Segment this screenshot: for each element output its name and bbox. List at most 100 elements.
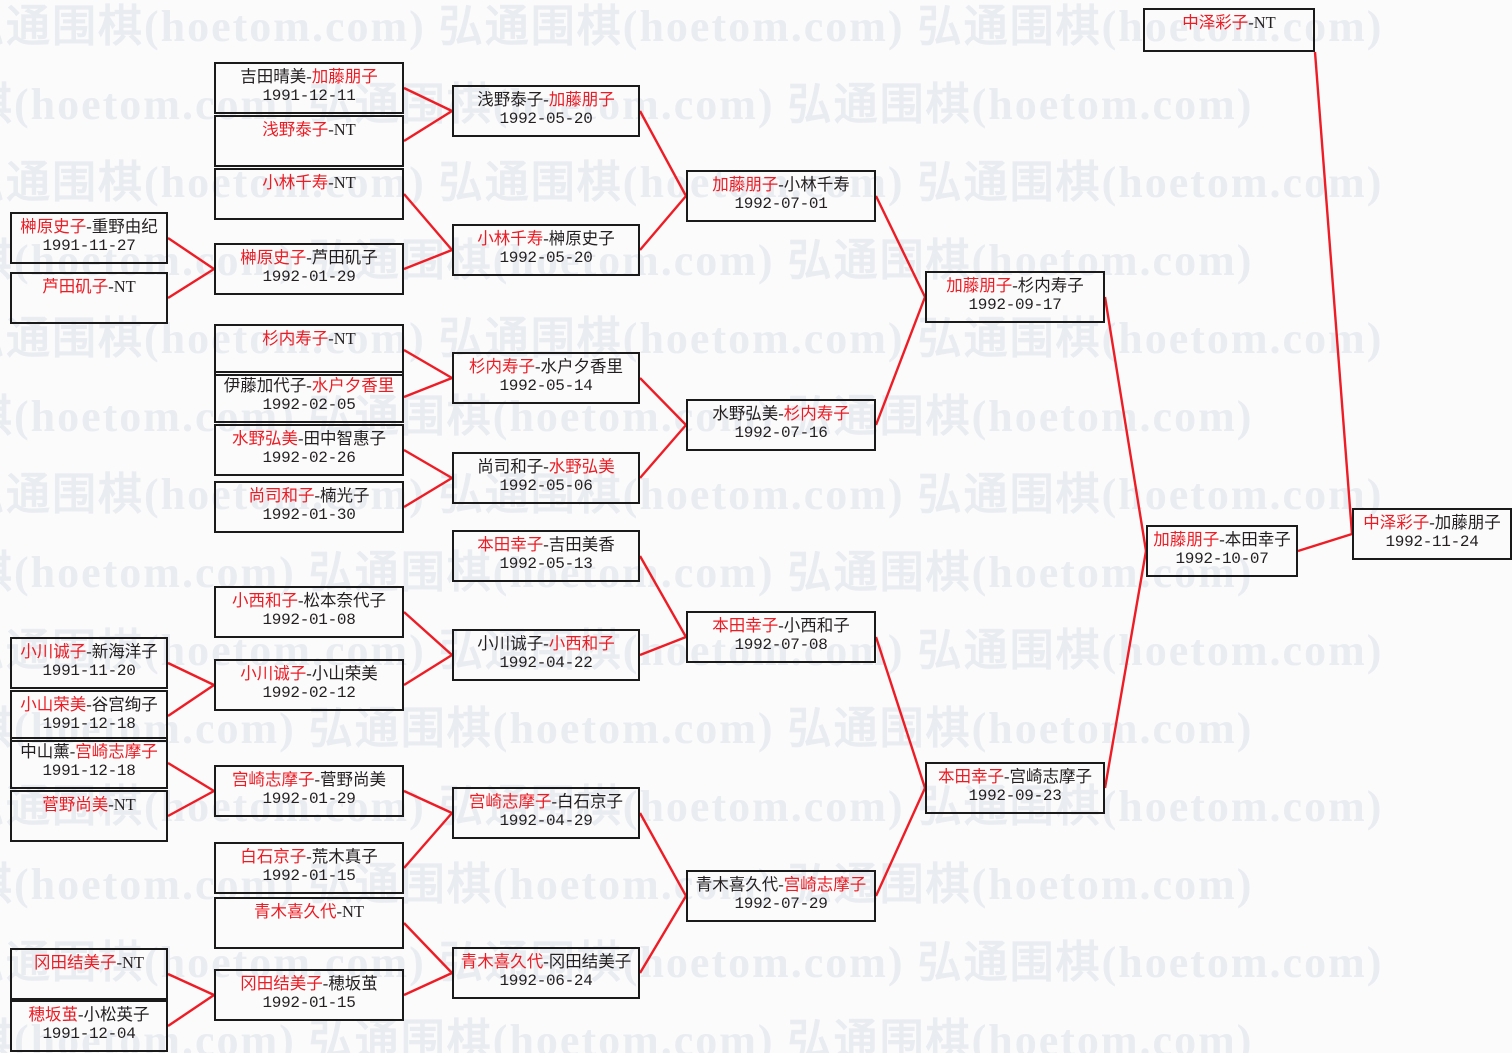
player-one-name: 穂坂茧 [28,1005,79,1024]
match-box[interactable]: 冈田结美子-NT [10,948,168,1000]
match-players: 加藤朋子-本田幸子 [1153,530,1291,550]
player-separator: - [543,634,549,653]
match-date: 1992-01-15 [262,867,356,885]
match-box[interactable]: 宫崎志摩子-白石京子 1992-04-29 [452,787,640,839]
match-players: 杉内寿子-NT [262,329,356,349]
match-date: 1992-07-08 [734,636,828,654]
match-box[interactable]: 青木喜久代-宫崎志摩子 1992-07-29 [686,870,876,922]
match-players: 宫崎志摩子-白石京子 [469,792,623,812]
player-two-name: 小西和子 [548,634,615,653]
match-box[interactable]: 青木喜久代-NT [214,897,404,949]
match-players: 芦田矶子-NT [42,277,136,297]
match-box[interactable]: 小西和子-松本奈代子 1992-01-08 [214,586,404,638]
player-separator: - [306,67,312,86]
match-players: 中山薰-宫崎志摩子 [20,742,158,762]
player-separator: - [1012,276,1018,295]
match-date: 1992-02-26 [262,449,356,467]
match-box[interactable]: 浅野泰子-加藤朋子 1992-05-20 [452,85,640,137]
match-box[interactable]: 杉内寿子-水户夕香里 1992-05-14 [452,352,640,404]
match-box[interactable]: 青木喜久代-冈田结美子 1992-06-24 [452,947,640,999]
match-box[interactable]: 加藤朋子-杉内寿子 1992-09-17 [925,271,1105,323]
match-box[interactable]: 榊原史子-芦田矶子 1992-01-29 [214,243,404,295]
player-two-name: 芦田矶子 [311,248,378,267]
match-box[interactable]: 水野弘美-杉内寿子 1992-07-16 [686,399,876,451]
match-date: 1991-11-27 [42,237,136,255]
match-box[interactable]: 小川诚子-新海洋子 1991-11-20 [10,637,168,689]
player-separator: - [306,376,312,395]
player-separator: - [328,120,334,139]
player-separator: - [543,90,549,109]
player-one-name: 小川诚子 [20,642,87,661]
match-box[interactable]: 浅野泰子-NT [214,115,404,167]
player-separator: - [1248,13,1254,32]
match-date: 1992-11-24 [1385,533,1479,551]
match-box[interactable]: 本田幸子-吉田美香 1992-05-13 [452,530,640,582]
player-separator: - [535,357,541,376]
match-box[interactable]: 冈田结美子-穂坂茧 1992-01-15 [214,969,404,1021]
match-box[interactable]: 小川诚子-小西和子 1992-04-22 [452,629,640,681]
match-box[interactable]: 尚司和子-水野弘美 1992-05-06 [452,452,640,504]
match-box[interactable]: 中泽彩子-NT [1143,8,1315,52]
match-players: 加藤朋子-小林千寿 [712,175,850,195]
match-box[interactable]: 小川诚子-小山荣美 1992-02-12 [214,659,404,711]
bracket-connector-line [403,611,453,656]
player-one-name: 青木喜久代 [460,952,544,971]
match-box[interactable]: 榊原史子-重野由纪 1991-11-27 [10,212,168,264]
match-players: 本田幸子-吉田美香 [477,535,615,555]
match-box[interactable]: 芦田矶子-NT [10,272,168,324]
bracket-connector-line [403,348,453,380]
player-two-name: 宫崎志摩子 [75,742,158,761]
match-box[interactable]: 穂坂茧-小松英子 1991-12-04 [10,1000,168,1052]
bracket-connector-line [403,812,453,869]
match-box[interactable]: 中山薰-宫崎志摩子 1991-12-18 [10,737,168,789]
match-box[interactable]: 白石京子-荒木真子 1992-01-15 [214,842,404,894]
match-date: 1992-04-22 [499,654,593,672]
match-box[interactable]: 伊藤加代子-水户夕香里 1992-02-05 [214,371,404,423]
match-box[interactable]: 小林千寿-榊原史子 1992-05-20 [452,224,640,276]
player-separator: - [314,770,321,789]
bracket-connector-line [874,195,927,298]
bracket-connector-line [1103,296,1148,552]
player-two-name: 田中智惠子 [303,429,387,448]
player-two-name: 本田幸子 [1224,530,1291,549]
player-one-name: 浅野泰子 [262,120,329,139]
player-one-name: 冈田结美子 [240,974,323,993]
match-players: 中泽彩子-加藤朋子 [1363,513,1501,533]
match-box[interactable]: 本田幸子-小西和子 1992-07-08 [686,611,876,663]
player-one-name: 榊原史子 [20,217,87,236]
match-box[interactable]: 尚司和子-楠光子 1992-01-30 [214,481,404,533]
match-box[interactable]: 菅野尚美-NT [10,790,168,842]
player-separator: - [306,664,312,683]
match-box[interactable]: 宫崎志摩子-菅野尚美 1992-01-29 [214,765,404,817]
bracket-connector-line [403,653,453,687]
player-two-name: 小松英子 [83,1005,150,1024]
match-players: 水野弘美-田中智惠子 [232,429,386,449]
player-one-name: 本田幸子 [712,616,779,635]
match-box[interactable]: 吉田晴美-加藤朋子 1991-12-11 [214,62,404,114]
bracket-connector-line [1103,550,1148,789]
match-box[interactable]: 本田幸子-宫崎志摩子 1992-09-23 [925,762,1105,814]
bracket-connector-line [167,789,215,818]
bracket-connector-line [639,635,687,657]
player-one-name: 榊原史子 [240,248,307,267]
player-separator: - [778,404,784,423]
player-one-name: 菅野尚美 [42,795,109,814]
player-separator: - [1219,530,1225,549]
match-box[interactable]: 中泽彩子-加藤朋子 1992-11-24 [1352,508,1512,560]
player-separator: - [322,974,329,993]
match-box[interactable]: 加藤朋子-本田幸子 1992-10-07 [1146,525,1298,577]
bracket-connector-line [874,636,927,789]
match-box[interactable]: 杉内寿子-NT [214,324,404,376]
match-players: 冈田结美子-NT [34,953,144,973]
match-date: 1992-09-17 [968,296,1062,314]
match-box[interactable]: 小山荣美-谷宫绚子 1991-12-18 [10,690,168,742]
bracket-connector-line [1313,51,1354,535]
player-separator: - [116,953,123,972]
player-two-name: 新海洋子 [91,642,158,661]
bracket-connector-line [167,761,215,793]
match-box[interactable]: 水野弘美-田中智惠子 1992-02-26 [214,424,404,476]
match-box[interactable]: 加藤朋子-小林千寿 1992-07-01 [686,170,876,222]
match-box[interactable]: 小林千寿-NT [214,168,404,220]
match-players: 本田幸子-宫崎志摩子 [938,767,1092,787]
player-separator: - [778,616,784,635]
